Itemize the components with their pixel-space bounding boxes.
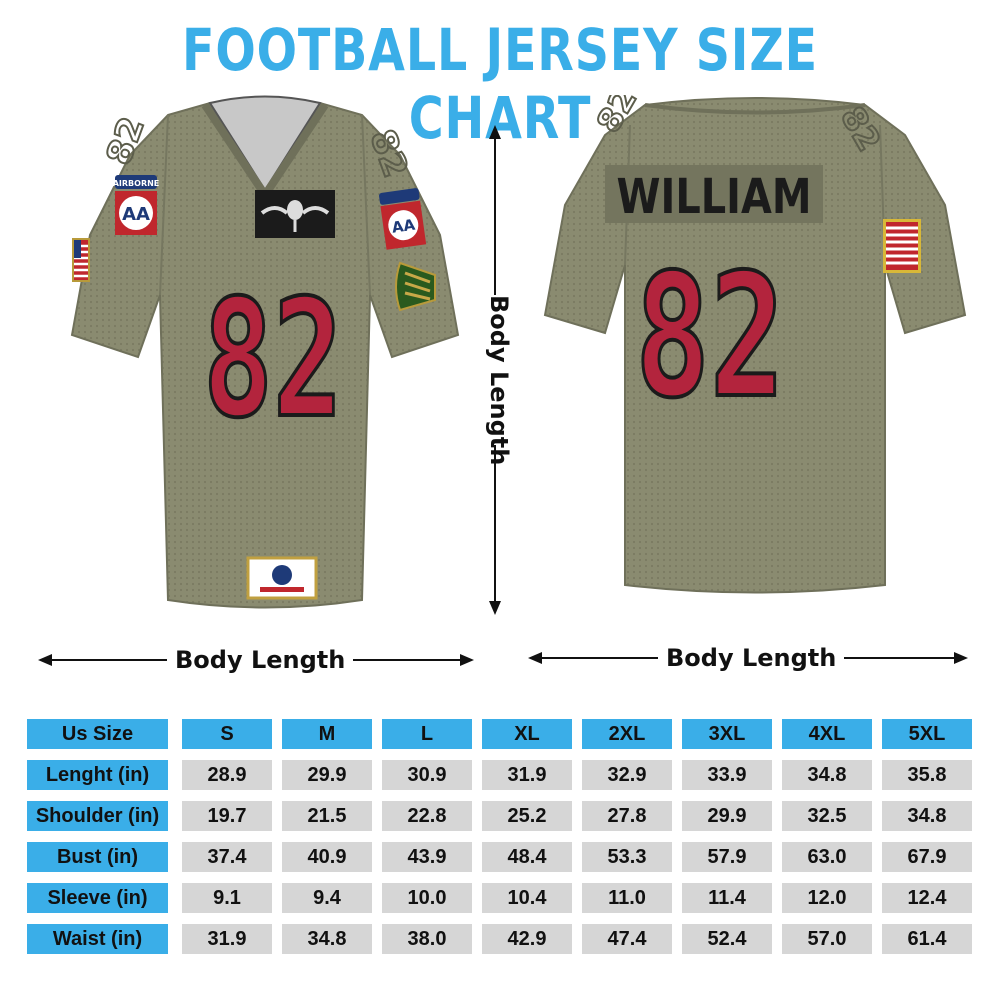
back-jersey-number: 82 [635, 238, 785, 436]
table-row-sleeve: Sleeve (in) 9.1 9.4 10.0 10.4 11.0 11.4 … [27, 883, 975, 913]
value-cell: 47.4 [582, 924, 672, 954]
back-jersey-image: 82 82 WILLIAM 82 [535, 95, 975, 625]
size-header-cell: XL [482, 719, 572, 749]
size-header-cell: M [282, 719, 372, 749]
airborne-division-patch: AIRBORNE AA [113, 175, 160, 235]
value-cell: 32.9 [582, 760, 672, 790]
value-cell: 11.4 [682, 883, 772, 913]
table-row-waist: Waist (in) 31.9 34.8 38.0 42.9 47.4 52.4… [27, 924, 975, 954]
row-label-cell: Lenght (in) [27, 760, 168, 790]
value-cell: 34.8 [882, 801, 972, 831]
us-flag-patch [72, 238, 90, 282]
front-width-label: Body Length [167, 645, 354, 675]
size-header-cell: L [382, 719, 472, 749]
value-cell: 57.0 [782, 924, 872, 954]
front-jersey-number: 82 [203, 266, 343, 454]
value-cell: 67.9 [882, 842, 972, 872]
value-cell: 31.9 [182, 924, 272, 954]
row-label-cell: Bust (in) [27, 842, 168, 872]
value-cell: 63.0 [782, 842, 872, 872]
size-header-cell: 5XL [882, 719, 972, 749]
value-cell: 48.4 [482, 842, 572, 872]
svg-text:AA: AA [122, 204, 150, 225]
value-cell: 11.0 [582, 883, 672, 913]
value-cell: 34.8 [282, 924, 372, 954]
value-cell: 27.8 [582, 801, 672, 831]
army-emblem-tag [246, 556, 318, 600]
size-header-cell: S [182, 719, 272, 749]
value-cell: 32.5 [782, 801, 872, 831]
value-cell: 29.9 [282, 760, 372, 790]
value-cell: 61.4 [882, 924, 972, 954]
svg-text:AA: AA [391, 216, 417, 237]
value-cell: 28.9 [182, 760, 272, 790]
value-cell: 29.9 [682, 801, 772, 831]
value-cell: 33.9 [682, 760, 772, 790]
value-cell: 43.9 [382, 842, 472, 872]
size-header-cell: 2XL [582, 719, 672, 749]
vertical-length-label: Body Length [484, 295, 514, 466]
value-cell: 9.4 [282, 883, 372, 913]
value-cell: 42.9 [482, 924, 572, 954]
value-cell: 40.9 [282, 842, 372, 872]
back-jersey-name: WILLIAM [617, 169, 812, 225]
row-label-cell: Shoulder (in) [27, 801, 168, 831]
table-row-bust: Bust (in) 37.4 40.9 43.9 48.4 53.3 57.9 … [27, 842, 975, 872]
value-cell: 38.0 [382, 924, 472, 954]
table-header-row: Us Size S M L XL 2XL 3XL 4XL 5XL [27, 719, 975, 749]
jump-wings-patch [255, 190, 335, 238]
svg-text:AIRBORNE: AIRBORNE [113, 179, 160, 188]
value-cell: 52.4 [682, 924, 772, 954]
value-cell: 35.8 [882, 760, 972, 790]
size-header-cell: 3XL [682, 719, 772, 749]
value-cell: 12.0 [782, 883, 872, 913]
value-cell: 37.4 [182, 842, 272, 872]
value-cell: 19.7 [182, 801, 272, 831]
row-label-cell: Sleeve (in) [27, 883, 168, 913]
value-cell: 9.1 [182, 883, 272, 913]
back-width-label: Body Length [658, 643, 845, 673]
value-cell: 30.9 [382, 760, 472, 790]
front-jersey-image: 82 82 AIRBORNE AA AA [70, 95, 460, 635]
value-cell: 25.2 [482, 801, 572, 831]
value-cell: 12.4 [882, 883, 972, 913]
size-header-cell: 4XL [782, 719, 872, 749]
value-cell: 10.0 [382, 883, 472, 913]
value-cell: 22.8 [382, 801, 472, 831]
value-cell: 31.9 [482, 760, 572, 790]
sleeve-airborne-patch: AA [379, 188, 427, 250]
value-cell: 21.5 [282, 801, 372, 831]
value-cell: 53.3 [582, 842, 672, 872]
row-label-cell: Waist (in) [27, 924, 168, 954]
header-label-cell: Us Size [27, 719, 168, 749]
table-row-shoulder: Shoulder (in) 19.7 21.5 22.8 25.2 27.8 2… [27, 801, 975, 831]
rank-chevron-patch [395, 261, 436, 312]
value-cell: 57.9 [682, 842, 772, 872]
table-row-length: Lenght (in) 28.9 29.9 30.9 31.9 32.9 33.… [27, 760, 975, 790]
value-cell: 34.8 [782, 760, 872, 790]
page-title: FOOTBALL JERSEY SIZE CHART [182, 16, 818, 152]
value-cell: 10.4 [482, 883, 572, 913]
back-us-flag-patch [883, 219, 921, 273]
